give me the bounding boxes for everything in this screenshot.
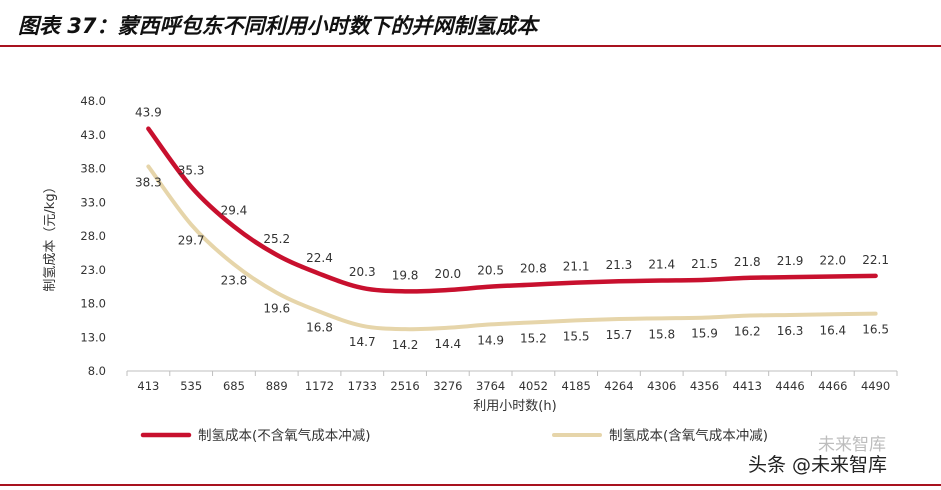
x-tick-label: 3764 [476, 379, 505, 393]
x-tick-label: 4446 [775, 379, 804, 393]
data-label-excl-oxygen: 20.5 [477, 264, 504, 278]
y-axis-title: 制氢成本（元/kg） [43, 180, 58, 291]
y-tick-label: 48.0 [80, 94, 106, 108]
x-tick-label: 4466 [818, 379, 847, 393]
data-label-incl-oxygen: 38.3 [135, 175, 162, 189]
x-tick-label: 4052 [519, 379, 548, 393]
data-label-excl-oxygen: 20.8 [520, 262, 547, 276]
data-label-excl-oxygen: 25.2 [263, 232, 290, 246]
data-label-incl-oxygen: 16.8 [306, 321, 333, 335]
legend-label-excl-oxygen: 制氢成本(不含氧气成本冲减) [198, 428, 371, 444]
watermark-faint: 未来智库 [818, 435, 886, 455]
series-line-incl-oxygen [146, 164, 878, 332]
data-label-excl-oxygen: 22.0 [819, 254, 846, 268]
data-label-excl-oxygen: 21.8 [734, 255, 761, 269]
x-tick-label: 535 [180, 379, 202, 393]
data-label-excl-oxygen: 21.1 [563, 260, 590, 274]
y-tick-label: 28.0 [80, 229, 106, 243]
data-label-excl-oxygen: 22.1 [862, 253, 889, 267]
data-label-incl-oxygen: 14.9 [477, 333, 504, 347]
data-label-excl-oxygen: 21.3 [606, 258, 633, 272]
y-tick-label: 38.0 [80, 162, 106, 176]
x-tick-label: 2516 [390, 379, 419, 393]
x-tick-label: 4490 [861, 379, 890, 393]
y-tick-label: 33.0 [80, 195, 106, 209]
bottom-divider [0, 484, 941, 486]
chart-header: 图表 37：蒙西呼包东不同利用小时数下的并网制氢成本 [0, 0, 941, 52]
data-label-excl-oxygen: 21.4 [648, 258, 675, 272]
data-label-excl-oxygen: 20.0 [434, 267, 461, 281]
data-label-excl-oxygen: 43.9 [135, 106, 162, 120]
watermark: 头条 @未来智库 [748, 454, 888, 476]
data-label-incl-oxygen: 29.7 [178, 234, 205, 248]
data-label-incl-oxygen: 16.3 [777, 324, 804, 338]
x-tick-label: 1733 [348, 379, 377, 393]
chart-title: 图表 37：蒙西呼包东不同利用小时数下的并网制氢成本 [18, 14, 538, 38]
data-label-incl-oxygen: 14.7 [349, 335, 376, 349]
data-label-incl-oxygen: 14.2 [392, 338, 419, 352]
legend-label-incl-oxygen: 制氢成本(含氧气成本冲减) [609, 428, 768, 444]
x-tick-label: 4264 [604, 379, 633, 393]
x-tick-label: 4413 [733, 379, 762, 393]
x-tick-label: 685 [223, 379, 245, 393]
x-tick-label: 4306 [647, 379, 676, 393]
data-label-excl-oxygen: 35.3 [178, 164, 205, 178]
x-tick-label: 3276 [433, 379, 462, 393]
data-label-incl-oxygen: 15.9 [691, 327, 718, 341]
data-label-excl-oxygen: 29.4 [221, 204, 248, 218]
x-tick-label: 1172 [305, 379, 334, 393]
x-tick-label: 4356 [690, 379, 719, 393]
y-tick-label: 8.0 [88, 364, 106, 378]
data-label-incl-oxygen: 19.6 [263, 302, 290, 316]
y-tick-label: 43.0 [80, 128, 106, 142]
x-axis-title: 利用小时数(h) [473, 399, 556, 414]
title-divider [0, 45, 941, 47]
data-label-incl-oxygen: 16.2 [734, 325, 761, 339]
y-tick-label: 13.0 [80, 330, 106, 344]
data-label-incl-oxygen: 16.5 [862, 323, 889, 337]
data-label-incl-oxygen: 15.8 [648, 327, 675, 341]
data-label-incl-oxygen: 14.4 [434, 337, 461, 351]
data-label-incl-oxygen: 15.5 [563, 329, 590, 343]
data-label-incl-oxygen: 15.2 [520, 331, 547, 345]
x-tick-label: 413 [137, 379, 159, 393]
data-label-excl-oxygen: 21.9 [777, 254, 804, 268]
data-label-excl-oxygen: 21.5 [691, 257, 718, 271]
data-label-incl-oxygen: 23.8 [221, 273, 248, 287]
y-tick-label: 18.0 [80, 297, 106, 311]
x-tick-label: 4185 [562, 379, 591, 393]
data-label-incl-oxygen: 15.7 [606, 328, 633, 342]
data-label-excl-oxygen: 20.3 [349, 265, 376, 279]
data-label-incl-oxygen: 16.4 [819, 323, 846, 337]
data-label-excl-oxygen: 19.8 [392, 268, 419, 282]
y-tick-label: 23.0 [80, 263, 106, 277]
series-line-excl-oxygen [146, 126, 878, 294]
data-label-excl-oxygen: 22.4 [306, 251, 333, 265]
x-tick-label: 889 [266, 379, 288, 393]
